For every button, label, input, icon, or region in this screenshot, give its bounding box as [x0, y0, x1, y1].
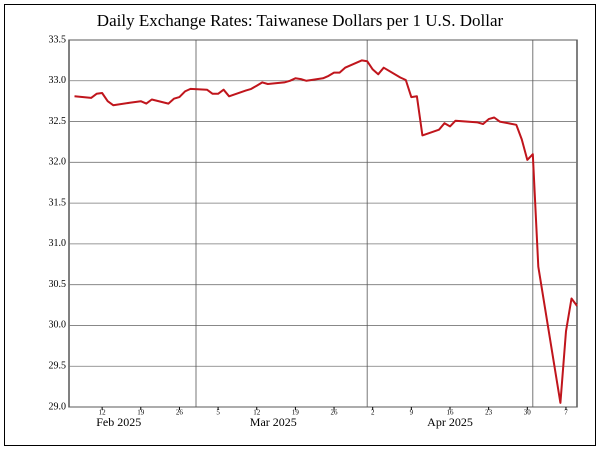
- x-tick-label: 19: [292, 409, 300, 417]
- x-tick-label: 16: [447, 409, 455, 417]
- y-tick-label: 31.5: [49, 197, 67, 208]
- y-tick-label: 31.0: [49, 238, 67, 249]
- x-tick-label: 2: [371, 409, 375, 417]
- y-tick-label: 30.0: [49, 320, 67, 331]
- chart-title: Daily Exchange Rates: Taiwanese Dollars …: [97, 11, 504, 30]
- line-series: [74, 59, 578, 404]
- plot-area: [68, 39, 578, 408]
- y-tick-label: 30.5: [49, 279, 67, 290]
- x-tick-label: 12: [99, 409, 107, 417]
- y-tick-label: 32.5: [49, 116, 67, 127]
- x-tick-label: 5: [216, 409, 220, 417]
- x-tick-label: 9: [410, 409, 414, 417]
- x-tick-label: 26: [331, 409, 339, 417]
- x-tick-label: 26: [176, 409, 184, 417]
- x-tick-label: 12: [253, 409, 261, 417]
- y-tick-label: 32.0: [49, 157, 67, 168]
- x-tick-label: 23: [485, 409, 493, 417]
- y-tick-label: 29.0: [49, 401, 67, 412]
- y-tick-label: 33.5: [49, 34, 67, 45]
- month-label: Apr 2025: [427, 415, 473, 429]
- x-tick-label: 7: [564, 409, 568, 417]
- x-tick-label: 19: [137, 409, 145, 417]
- x-tick-label: 30: [524, 409, 532, 417]
- y-tick-label: 33.0: [49, 75, 67, 86]
- month-label: Mar 2025: [250, 415, 297, 429]
- month-label: Feb 2025: [96, 415, 141, 429]
- y-tick-label: 29.5: [49, 361, 67, 372]
